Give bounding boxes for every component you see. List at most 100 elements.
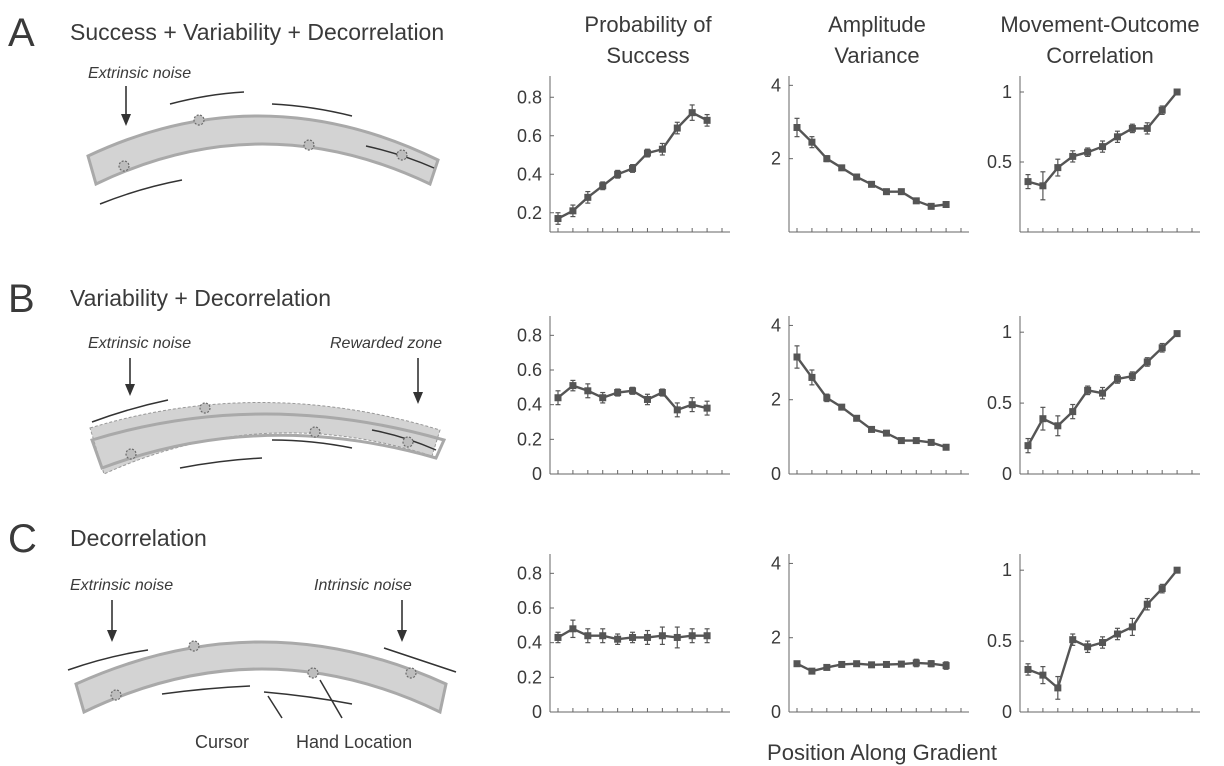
data-point — [643, 633, 651, 641]
chart-a-success: 0.2 0.4 0.6 0.8 — [517, 76, 730, 233]
data-point — [673, 124, 681, 132]
data-point — [853, 414, 861, 422]
chart-b-variance: 0 2 4 — [771, 315, 969, 484]
data-point — [1069, 636, 1077, 644]
data-point — [1099, 639, 1107, 647]
data-point — [1084, 148, 1092, 156]
data-point — [793, 660, 801, 668]
y-tick-label: 0.8 — [517, 563, 542, 583]
data-point — [1113, 630, 1121, 638]
hand-location-label: Hand Location — [296, 732, 412, 752]
series-line — [796, 126, 947, 208]
y-tick-label: 2 — [771, 149, 781, 169]
data-point — [629, 387, 637, 395]
panel-a-schematic: A Success + Variability + Decorrelation … — [8, 11, 444, 205]
arrow-icon — [397, 600, 407, 642]
data-point — [823, 155, 831, 163]
data-point — [1099, 143, 1107, 151]
data-point — [569, 207, 577, 215]
data-point — [1024, 442, 1032, 450]
data-point — [808, 667, 816, 675]
data-point — [658, 632, 666, 640]
data-point — [808, 373, 816, 381]
data-point — [599, 632, 607, 640]
data-point — [703, 404, 711, 412]
charts: 0.20.40.60.8240.5100.20.40.60.802400.510… — [517, 75, 1200, 722]
y-tick-label: 0.5 — [987, 393, 1012, 413]
panel-title-b: Variability + Decorrelation — [70, 285, 331, 311]
panel-b-note-left: Extrinsic noise — [88, 335, 191, 352]
data-point — [897, 437, 905, 445]
panel-letter-b: B — [8, 277, 35, 321]
data-point — [1173, 88, 1181, 96]
col-head-correlation-2: Correlation — [1046, 43, 1154, 68]
arrow-icon — [125, 358, 135, 396]
data-point — [1039, 182, 1047, 190]
data-point — [614, 170, 622, 178]
panel-c-note-right: Intrinsic noise — [314, 577, 412, 594]
data-point — [1173, 330, 1181, 338]
data-point — [1084, 386, 1092, 394]
data-point — [853, 173, 861, 181]
data-point — [1128, 124, 1136, 132]
data-point — [688, 401, 696, 409]
panel-c-note-left: Extrinsic noise — [70, 577, 173, 594]
y-tick-label: 0.2 — [517, 203, 542, 223]
y-tick-label: 0 — [771, 464, 781, 484]
data-point — [584, 632, 592, 640]
panel-letter-c: C — [8, 517, 37, 561]
data-point — [897, 188, 905, 196]
chart-a-correlation: 0.51 — [987, 76, 1200, 233]
data-point — [868, 425, 876, 433]
data-point — [1113, 375, 1121, 383]
data-point — [793, 124, 801, 131]
y-tick-label: 0.5 — [987, 152, 1012, 172]
panel-b-note-right: Rewarded zone — [330, 335, 442, 352]
y-tick-label: 0 — [1002, 464, 1012, 484]
data-point — [1054, 164, 1062, 172]
series-line — [1027, 91, 1179, 188]
data-point — [703, 632, 711, 640]
data-point — [1084, 643, 1092, 651]
target-dots — [125, 402, 414, 460]
data-point — [1158, 344, 1166, 352]
panel-b-schematic: B Variability + Decorrelation Extrinsic … — [8, 277, 447, 475]
data-point — [1143, 358, 1151, 366]
data-point — [1054, 684, 1062, 692]
data-point — [1128, 623, 1136, 631]
data-point — [1143, 600, 1151, 608]
data-point — [853, 660, 861, 668]
y-tick-label: 0.4 — [517, 164, 542, 184]
panel-title-a: Success + Variability + Decorrelation — [70, 19, 444, 45]
data-point — [658, 145, 666, 153]
data-point — [1039, 415, 1047, 423]
target-dots — [118, 114, 408, 172]
y-tick-label: 1 — [1002, 322, 1012, 342]
data-point — [673, 406, 681, 414]
data-point — [1173, 566, 1181, 574]
data-point — [1158, 106, 1166, 114]
data-point — [554, 633, 562, 641]
data-point — [658, 389, 666, 397]
data-point — [554, 394, 562, 402]
data-point — [942, 662, 950, 670]
chart-b-success: 0 0.2 0.4 0.6 0.8 — [517, 316, 730, 484]
data-point — [838, 660, 846, 668]
data-point — [599, 394, 607, 402]
y-tick-label: 0.6 — [517, 360, 542, 380]
data-point — [838, 164, 846, 172]
data-point — [912, 659, 920, 667]
data-point — [823, 394, 831, 402]
data-point — [688, 109, 696, 117]
data-point — [629, 164, 637, 172]
data-point — [688, 632, 696, 640]
arrow-icon — [413, 358, 423, 404]
y-tick-label: 1 — [1002, 560, 1012, 580]
data-point — [1039, 671, 1047, 679]
panel-letter-a: A — [8, 11, 35, 55]
data-point — [882, 188, 890, 196]
data-point — [927, 438, 935, 446]
y-tick-label: 0.4 — [517, 633, 542, 653]
target-dots — [110, 640, 417, 701]
